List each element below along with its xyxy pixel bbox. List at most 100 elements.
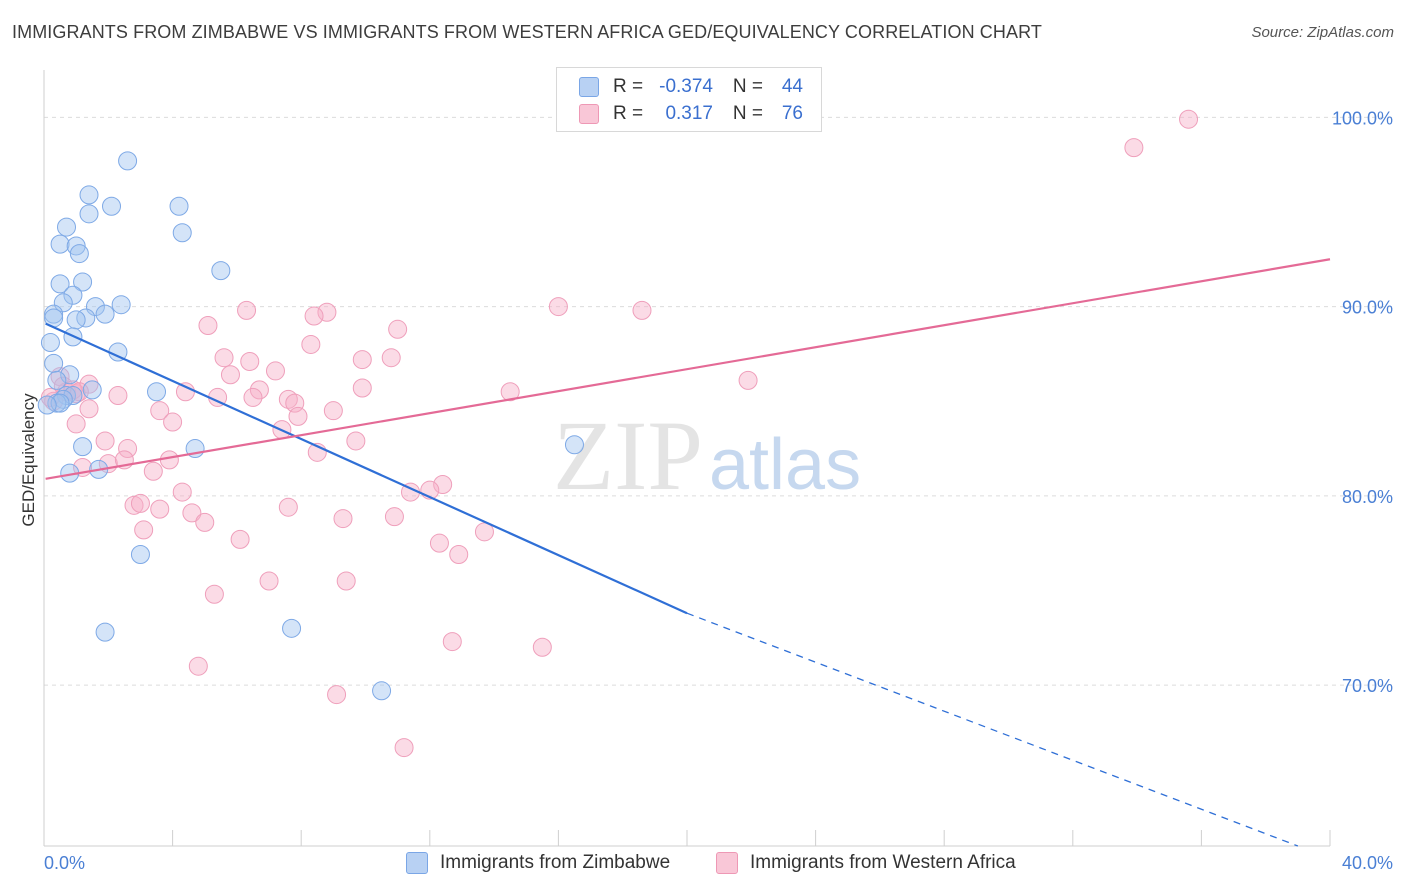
zimbabwe-point bbox=[44, 353, 64, 373]
western-africa-trend-line bbox=[45, 258, 1331, 480]
western-africa-point bbox=[632, 300, 652, 320]
western-africa-point bbox=[249, 380, 269, 400]
watermark: ZIPatlas bbox=[553, 398, 861, 513]
zimbabwe-point bbox=[169, 196, 189, 216]
legend-item-western-africa: Immigrants from Western Africa bbox=[716, 852, 1016, 874]
western-africa-point bbox=[304, 306, 324, 326]
r-value: -0.374 bbox=[659, 76, 713, 97]
western-africa-point bbox=[134, 520, 154, 540]
western-africa-point bbox=[1179, 109, 1199, 129]
chart-source: Source: ZipAtlas.com bbox=[1251, 24, 1394, 41]
zimbabwe-point bbox=[40, 333, 60, 353]
western-africa-point bbox=[79, 399, 99, 419]
zimbabwe-point bbox=[102, 196, 122, 216]
r-label: R = bbox=[613, 76, 644, 97]
y-axis-label: GED/Equivalency bbox=[19, 393, 38, 527]
western-africa-point bbox=[188, 656, 208, 676]
western-africa-point bbox=[278, 497, 298, 517]
western-africa-point bbox=[433, 474, 453, 494]
western-africa-point bbox=[198, 316, 218, 336]
western-africa-point bbox=[66, 414, 86, 434]
legend-label-western-africa: Immigrants from Western Africa bbox=[750, 852, 1016, 873]
western-africa-point bbox=[738, 370, 758, 390]
western-africa-point bbox=[95, 431, 115, 451]
western-africa-point bbox=[548, 297, 568, 317]
western-africa-point bbox=[429, 533, 449, 553]
western-africa-point bbox=[237, 300, 257, 320]
zimbabwe-trend-extension bbox=[686, 612, 1299, 847]
western-africa-point bbox=[532, 637, 552, 657]
western-africa-point bbox=[449, 545, 469, 565]
zimbabwe-point bbox=[95, 304, 115, 324]
zimbabwe-point bbox=[79, 204, 99, 224]
n-label: N = bbox=[732, 103, 763, 124]
western-africa-point bbox=[317, 302, 337, 322]
x-tick-label: 0.0% bbox=[44, 853, 85, 873]
legend-item-zimbabwe: Immigrants from Zimbabwe bbox=[406, 852, 670, 874]
zimbabwe-point bbox=[47, 370, 67, 390]
zimbabwe-point bbox=[69, 244, 89, 264]
y-tick-label: 80.0% bbox=[1342, 487, 1393, 507]
western-africa-point bbox=[352, 378, 372, 398]
western-africa-point bbox=[159, 450, 179, 470]
western-africa-point bbox=[278, 389, 298, 409]
zimbabwe-point bbox=[66, 310, 86, 330]
zimbabwe-point bbox=[63, 285, 83, 305]
western-africa-point bbox=[214, 348, 234, 368]
r-label: R = bbox=[613, 103, 644, 124]
western-africa-point bbox=[118, 439, 138, 459]
western-africa-point bbox=[259, 571, 279, 591]
zimbabwe-point bbox=[95, 622, 115, 642]
western-africa-point bbox=[108, 386, 128, 406]
zimbabwe-point bbox=[82, 380, 102, 400]
western-africa-point bbox=[288, 406, 308, 426]
western-africa-point bbox=[500, 382, 520, 402]
western-africa-point bbox=[265, 361, 285, 381]
zimbabwe-swatch bbox=[579, 77, 599, 97]
western-africa-point bbox=[150, 401, 170, 421]
axes bbox=[43, 70, 1331, 847]
n-label: N = bbox=[732, 76, 763, 97]
western-africa-point bbox=[1124, 138, 1144, 158]
zimbabwe-point bbox=[57, 217, 77, 237]
zimbabwe-point bbox=[111, 295, 131, 315]
zimbabwe-trend-line bbox=[45, 322, 688, 615]
zimbabwe-point bbox=[66, 236, 86, 256]
trend-lines bbox=[45, 258, 1331, 847]
y-tick-label: 100.0% bbox=[1332, 108, 1393, 128]
western-africa-point bbox=[301, 334, 321, 354]
correlation-legend: R = -0.374 N = 44 R = 0.317 N = 76 bbox=[556, 67, 822, 132]
zimbabwe-point bbox=[73, 272, 93, 292]
western-africa-legend-swatch bbox=[716, 852, 738, 874]
r-value: 0.317 bbox=[665, 103, 713, 124]
western-africa-points bbox=[40, 109, 1199, 758]
series-legend: Immigrants from Zimbabwe Immigrants from… bbox=[0, 852, 1406, 878]
zimbabwe-point bbox=[60, 365, 80, 385]
western-africa-point bbox=[130, 493, 150, 513]
n-value: 44 bbox=[781, 76, 803, 97]
legend-label-zimbabwe: Immigrants from Zimbabwe bbox=[440, 852, 671, 873]
zimbabwe-point bbox=[76, 308, 96, 328]
zimbabwe-point bbox=[50, 234, 70, 254]
chart-title: IMMIGRANTS FROM ZIMBABWE VS IMMIGRANTS F… bbox=[12, 22, 1042, 42]
zimbabwe-point bbox=[172, 223, 192, 243]
x-tick-label: 40.0% bbox=[1342, 853, 1393, 873]
western-africa-point bbox=[243, 387, 263, 407]
western-africa-point bbox=[172, 482, 192, 502]
zimbabwe-point bbox=[57, 386, 77, 406]
western-africa-point bbox=[442, 632, 462, 652]
zimbabwe-point bbox=[50, 274, 70, 294]
western-africa-point bbox=[240, 351, 260, 371]
zimbabwe-points bbox=[37, 151, 584, 701]
western-africa-point bbox=[175, 382, 195, 402]
western-africa-point bbox=[336, 571, 356, 591]
western-africa-point bbox=[204, 584, 224, 604]
western-africa-point bbox=[327, 685, 347, 705]
western-africa-point bbox=[388, 319, 408, 339]
western-africa-point bbox=[44, 391, 64, 411]
zimbabwe-point bbox=[282, 618, 302, 638]
zimbabwe-point bbox=[372, 681, 392, 701]
legend-row-zimbabwe: R = -0.374 N = 44 bbox=[579, 75, 803, 99]
zimbabwe-point bbox=[73, 437, 93, 457]
